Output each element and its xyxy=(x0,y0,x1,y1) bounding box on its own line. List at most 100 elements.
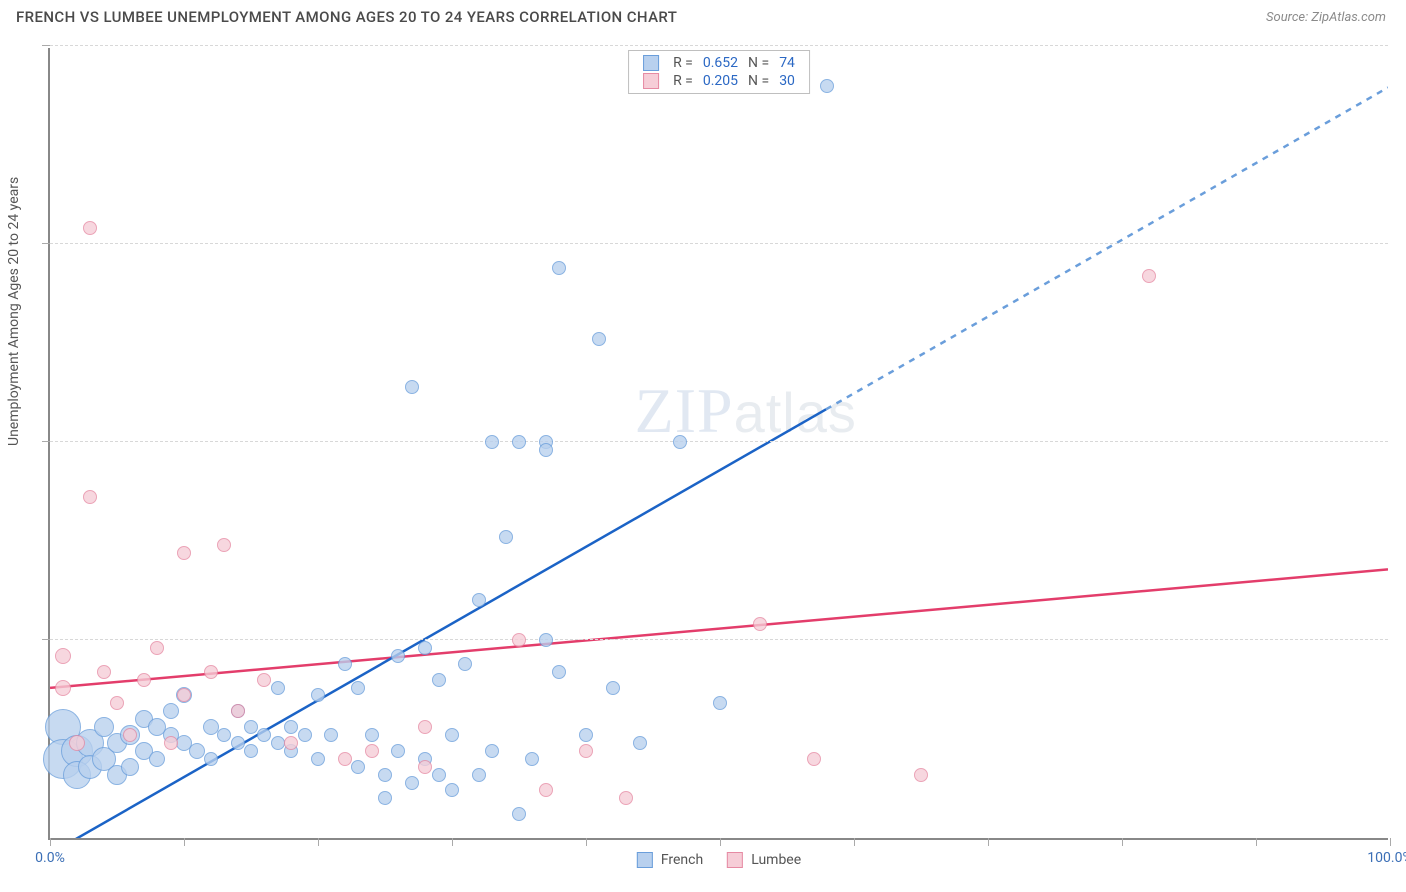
y-tick-label: 25.0% xyxy=(1396,632,1406,648)
french-point xyxy=(579,728,593,742)
y-tick xyxy=(42,243,50,244)
french-point xyxy=(445,728,459,742)
french-point xyxy=(405,380,419,394)
lumbee-point xyxy=(512,633,526,647)
french-point xyxy=(499,530,513,544)
lumbee-point xyxy=(231,704,245,718)
legend-label: Lumbee xyxy=(751,852,801,868)
x-tick xyxy=(988,838,989,846)
y-tick xyxy=(42,441,50,442)
french-point xyxy=(539,633,553,647)
lumbee-point xyxy=(619,791,633,805)
y-tick xyxy=(42,639,50,640)
french-point xyxy=(606,681,620,695)
french-point xyxy=(311,752,325,766)
french-point xyxy=(257,728,271,742)
lumbee-point xyxy=(137,673,151,687)
french-point xyxy=(311,688,325,702)
lumbee-point xyxy=(579,744,593,758)
french-point xyxy=(271,681,285,695)
y-tick xyxy=(42,45,50,46)
lumbee-point xyxy=(753,617,767,631)
x-tick xyxy=(720,838,721,846)
french-point xyxy=(378,791,392,805)
series-legend: French Lumbee xyxy=(637,852,801,868)
french-swatch-icon xyxy=(637,852,653,868)
lumbee-point xyxy=(97,665,111,679)
french-point xyxy=(552,261,566,275)
french-point xyxy=(231,736,245,750)
lumbee-swatch xyxy=(643,73,659,89)
n-label: N = xyxy=(748,73,769,89)
source-attribution: Source: ZipAtlas.com xyxy=(1266,10,1386,25)
lumbee-point xyxy=(55,648,71,664)
watermark: ZIPatlas xyxy=(635,374,857,448)
french-point xyxy=(539,443,553,457)
french-point xyxy=(324,728,338,742)
french-point xyxy=(592,332,606,346)
french-point xyxy=(271,736,285,750)
x-tick xyxy=(854,838,855,846)
chart-header: FRENCH VS LUMBEE UNEMPLOYMENT AMONG AGES… xyxy=(0,0,1406,30)
gridline-h xyxy=(50,441,1388,442)
r-label: R = xyxy=(673,73,693,89)
french-point xyxy=(525,752,539,766)
lumbee-point xyxy=(365,744,379,758)
lumbee-point xyxy=(110,696,124,710)
lumbee-swatch-icon xyxy=(727,852,743,868)
lumbee-point xyxy=(257,673,271,687)
gridline-h xyxy=(50,45,1388,46)
french-point xyxy=(338,657,352,671)
french-point xyxy=(713,696,727,710)
french-point xyxy=(204,752,218,766)
lumbee-point xyxy=(338,752,352,766)
chart-title: FRENCH VS LUMBEE UNEMPLOYMENT AMONG AGES… xyxy=(16,8,677,26)
x-tick xyxy=(184,838,185,846)
lumbee-point xyxy=(83,221,97,235)
french-point xyxy=(432,673,446,687)
correlation-legend: R =0.652N =74R =0.205N =30 xyxy=(628,50,810,94)
french-point xyxy=(458,657,472,671)
x-tick-label: 0.0% xyxy=(35,850,65,866)
legend-item-lumbee: Lumbee xyxy=(727,852,801,868)
french-point xyxy=(445,783,459,797)
lumbee-point xyxy=(55,680,71,696)
french-point xyxy=(552,665,566,679)
french-point xyxy=(405,776,419,790)
french-point xyxy=(485,435,499,449)
plot-area: ZIPatlas R =0.652N =74R =0.205N =30 Fren… xyxy=(48,48,1388,840)
x-tick xyxy=(1122,838,1123,846)
french-point xyxy=(512,807,526,821)
n-value: 74 xyxy=(779,55,795,71)
x-tick-label: 100.0% xyxy=(1367,850,1406,866)
french-point xyxy=(244,744,258,758)
x-tick xyxy=(318,838,319,846)
legend-label: French xyxy=(661,852,703,868)
trendline xyxy=(50,569,1388,688)
french-point xyxy=(418,641,432,655)
french-point xyxy=(472,768,486,782)
lumbee-point xyxy=(217,538,231,552)
french-point xyxy=(391,649,405,663)
lumbee-point xyxy=(418,760,432,774)
trendline xyxy=(826,88,1388,410)
x-tick xyxy=(1390,838,1391,846)
french-point xyxy=(351,760,365,774)
french-point xyxy=(432,768,446,782)
lumbee-point xyxy=(150,641,164,655)
lumbee-point xyxy=(69,735,85,751)
r-value: 0.652 xyxy=(703,55,738,71)
lumbee-point xyxy=(539,783,553,797)
french-point xyxy=(673,435,687,449)
lumbee-point xyxy=(204,665,218,679)
lumbee-point xyxy=(807,752,821,766)
french-point xyxy=(149,751,165,767)
n-label: N = xyxy=(748,55,769,71)
r-label: R = xyxy=(673,55,693,71)
y-tick-label: 50.0% xyxy=(1396,434,1406,450)
french-swatch xyxy=(643,55,659,71)
french-point xyxy=(391,744,405,758)
french-point xyxy=(284,720,298,734)
french-point xyxy=(217,728,231,742)
french-point xyxy=(365,728,379,742)
